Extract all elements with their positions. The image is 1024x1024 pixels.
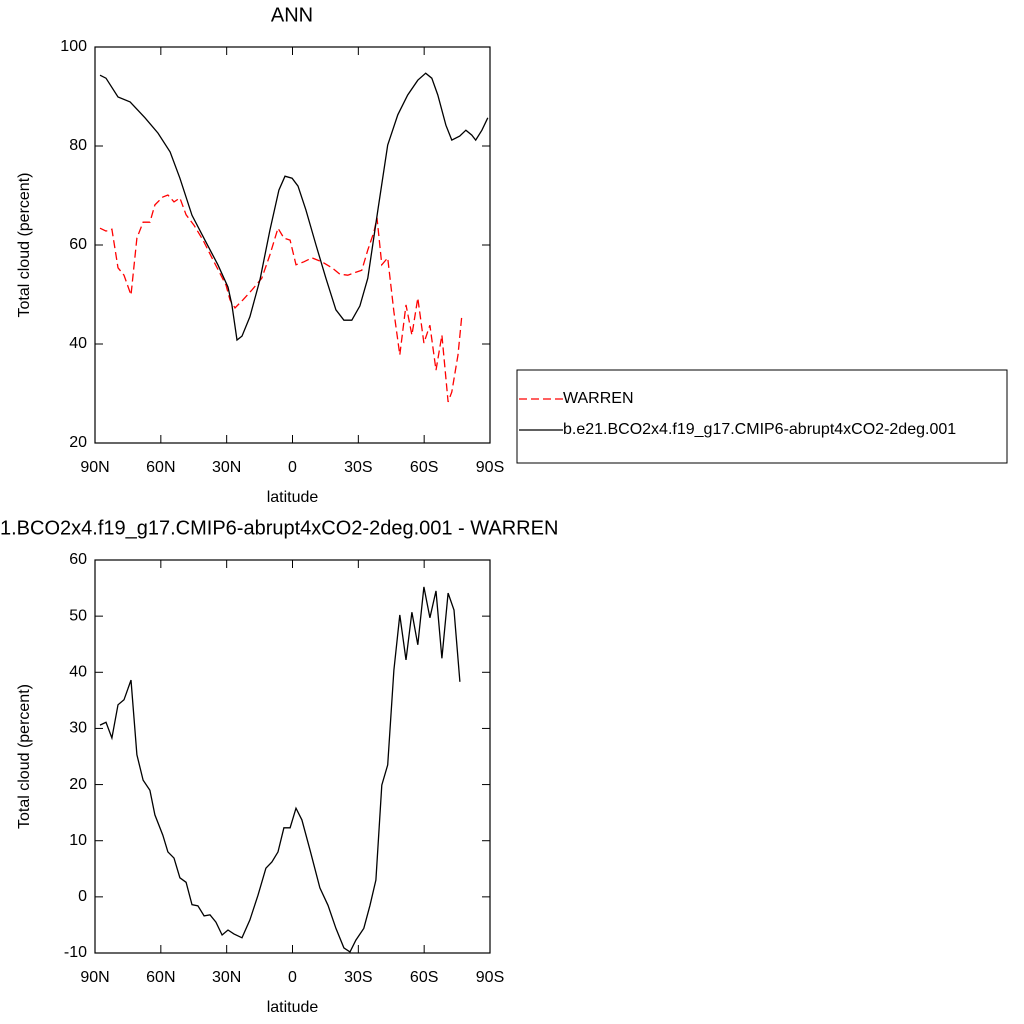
- chart: 1.BCO2x4.f19_g17.CMIP6-abrupt4xCO2-2deg.…: [0, 517, 558, 1016]
- y-tick-label: 0: [78, 888, 87, 905]
- x-tick-label: 90S: [476, 969, 504, 986]
- x-tick-label: 60N: [146, 969, 175, 986]
- legend: WARREN b.e21.BCO2x4.f19_g17.CMIP6-abrupt4…: [516, 369, 1008, 464]
- x-tick-label: 90N: [80, 969, 109, 986]
- y-tick-label: 60: [69, 236, 87, 253]
- y-tick-label: 20: [69, 434, 87, 451]
- x-tick-label: 60S: [410, 459, 438, 476]
- x-tick-label: 30N: [212, 459, 241, 476]
- chart-title: ANN: [271, 4, 313, 26]
- data-line: [99, 194, 463, 403]
- plot-frame: [94, 559, 491, 954]
- y-tick-label: 60: [69, 551, 87, 568]
- y-axis-label: Total cloud (percent): [16, 684, 33, 829]
- y-axis-label: Total cloud (percent): [16, 173, 33, 318]
- plot-frame: [94, 46, 491, 444]
- x-tick-label: 30N: [212, 969, 241, 986]
- y-tick-label: -10: [64, 944, 87, 961]
- y-tick-label: 40: [69, 335, 87, 352]
- data-line: [99, 72, 489, 342]
- chart: ANN latitude Total cloud (percent) 90N 60N 30…: [16, 4, 1008, 506]
- legend-label: b.e21.BCO2x4.f19_g17.CMIP6-abrupt4xCO2-2…: [563, 421, 956, 438]
- y-tick-label: 50: [69, 607, 87, 624]
- legend-box: [516, 369, 1008, 464]
- x-tick-label: 60S: [410, 969, 438, 986]
- y-tick-label: 30: [69, 720, 87, 737]
- x-axis-label: latitude: [267, 489, 319, 506]
- x-tick-label: 90N: [80, 459, 109, 476]
- x-tick-label: 0: [288, 969, 297, 986]
- chart-title: 1.BCO2x4.f19_g17.CMIP6-abrupt4xCO2-2deg.…: [0, 517, 558, 539]
- y-tick-label: 10: [69, 832, 87, 849]
- x-axis-label: latitude: [267, 999, 319, 1016]
- x-tick-label: 60N: [146, 459, 175, 476]
- y-tick-label: 80: [69, 137, 87, 154]
- legend-label: WARREN: [563, 390, 634, 407]
- data-line: [99, 586, 461, 953]
- x-tick-label: 30S: [344, 969, 372, 986]
- x-tick-label: 90S: [476, 459, 504, 476]
- y-tick-label: 20: [69, 776, 87, 793]
- x-tick-label: 30S: [344, 459, 372, 476]
- x-tick-label: 0: [288, 459, 297, 476]
- y-tick-label: 40: [69, 664, 87, 681]
- y-tick-label: 100: [60, 38, 87, 55]
